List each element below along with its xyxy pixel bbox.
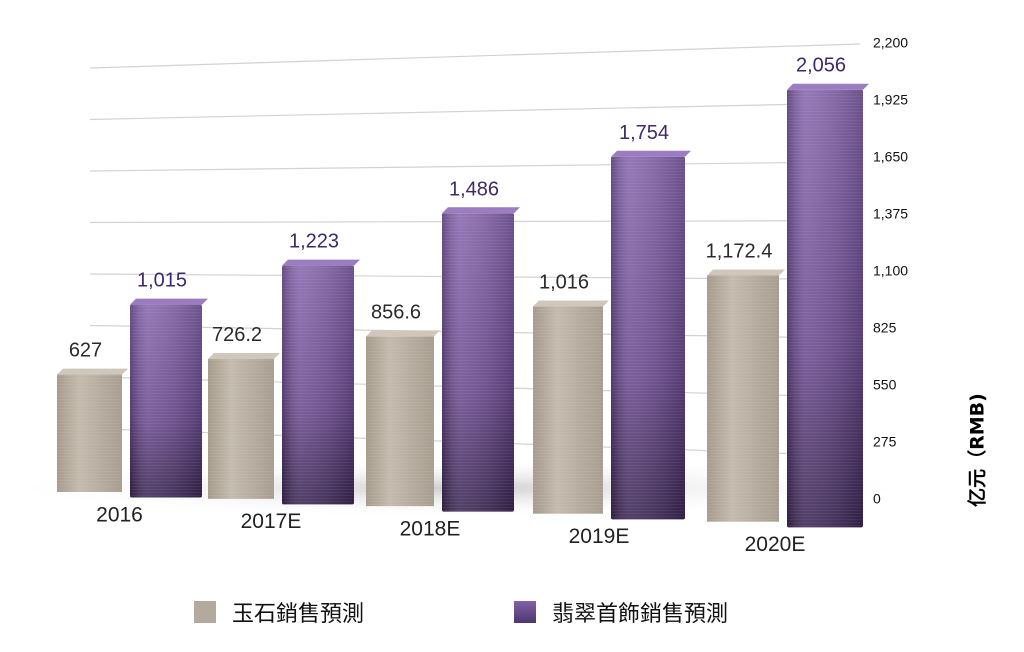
legend-item-jadeite: 翡翠首飾銷售預測 xyxy=(514,596,728,628)
y-axis-ticks: 0 275 550 825 1,100 1,375 1,650 1,925 2,200 xyxy=(873,35,908,507)
y-tick-label: 825 xyxy=(873,320,897,336)
bar-jadeite xyxy=(130,298,208,498)
grid-line xyxy=(89,102,861,121)
legend-label-jadeite: 翡翠首飾銷售預測 xyxy=(552,602,729,627)
category-labels: 2016 2017E 2018E 2019E 2020E xyxy=(96,503,805,556)
bar-jade xyxy=(366,330,440,507)
grid-line xyxy=(89,43,861,69)
bar-jade xyxy=(707,269,785,522)
legend-item-jade: 玉石銷售預測 xyxy=(194,596,364,628)
value-label-jade: 856.6 xyxy=(371,301,421,323)
value-label-jade: 726.2 xyxy=(212,324,262,346)
value-label-jade: 1,016 xyxy=(539,272,589,294)
category-label: 2020E xyxy=(745,533,806,556)
value-labels: 627 1,015 726.2 1,223 856.6 1,486 1,016 1,754 1,… xyxy=(69,55,846,362)
y-tick-label: 275 xyxy=(873,434,897,450)
legend: 玉石銷售預測 翡翠首飾銷售預測 xyxy=(0,596,1024,630)
bar-jadeite xyxy=(442,207,520,512)
bar-jadeite xyxy=(611,150,691,520)
value-label-jadeite: 1,223 xyxy=(289,231,339,253)
bars xyxy=(57,83,869,528)
bar-jade xyxy=(57,368,128,492)
legend-swatch-jadeite xyxy=(514,601,536,623)
value-label-jadeite: 1,486 xyxy=(449,178,499,200)
y-tick-label: 2,200 xyxy=(873,35,908,51)
legend-swatch-jade xyxy=(194,601,216,623)
category-label: 2017E xyxy=(241,510,302,533)
bar-jadeite xyxy=(787,83,869,528)
value-label-jade: 627 xyxy=(69,340,102,362)
value-label-jade: 1,172.4 xyxy=(706,240,773,262)
category-label: 2019E xyxy=(569,525,630,548)
value-label-jadeite: 1,754 xyxy=(619,122,669,144)
value-label-jadeite: 2,056 xyxy=(796,55,846,77)
y-tick-label: 1,375 xyxy=(873,206,908,222)
legend-label-jade: 玉石銷售預測 xyxy=(232,602,365,627)
bar-jade xyxy=(208,353,280,499)
y-axis-label: 亿元（RMB) xyxy=(966,393,989,507)
value-label-jadeite: 1,015 xyxy=(137,270,187,292)
category-label: 2016 xyxy=(96,503,143,526)
y-tick-label: 1,650 xyxy=(873,149,908,165)
bar-jadeite xyxy=(282,259,360,505)
bar-jade xyxy=(533,300,609,514)
y-tick-label: 1,925 xyxy=(873,92,908,108)
grid-line xyxy=(89,161,861,172)
y-tick-label: 1,100 xyxy=(873,263,908,279)
y-tick-label: 0 xyxy=(873,491,881,507)
category-label: 2018E xyxy=(400,517,461,540)
y-tick-label: 550 xyxy=(873,377,897,393)
